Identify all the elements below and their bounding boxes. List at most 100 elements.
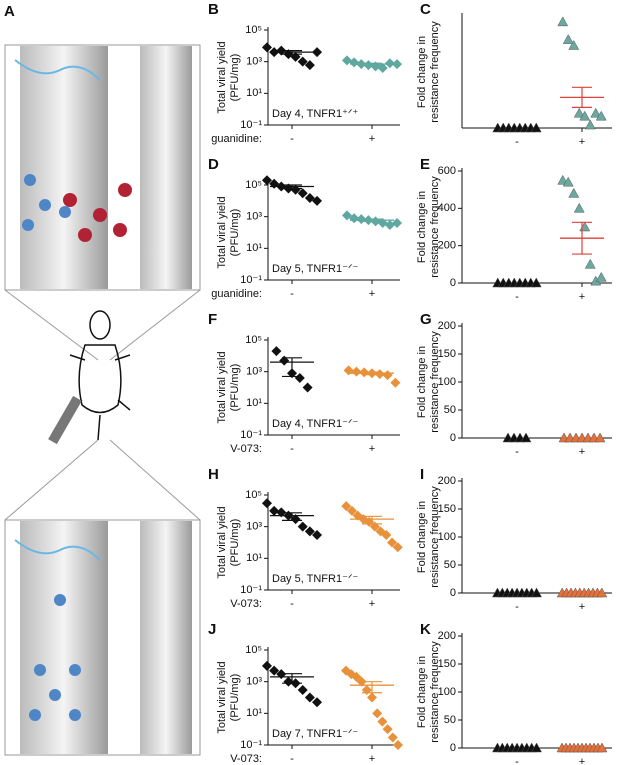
panel-label: B [208, 1, 219, 18]
data-point [341, 55, 352, 66]
x-tick-label: + [369, 443, 375, 455]
annotation: Day 7, TNFR1⁻ᐟ⁻ [272, 728, 359, 740]
panel-label: C [420, 1, 431, 18]
x-tick-label: + [579, 756, 585, 765]
y-tick-label: 100 [438, 686, 456, 698]
error-bar [362, 371, 382, 376]
annotation: Day 5, TNFR1⁻ᐟ⁻ [272, 263, 359, 275]
data-point [384, 219, 395, 230]
vessel [140, 521, 192, 754]
data-point [297, 521, 308, 532]
error-bar [282, 673, 302, 684]
error-bar [362, 218, 382, 223]
y-tick-label: 10⁵ [245, 334, 262, 346]
y-tick-label: 150 [438, 348, 456, 360]
data-point [595, 110, 607, 121]
x-tick-label: - [515, 136, 519, 148]
x-tick-label: - [290, 753, 294, 765]
data-point [392, 542, 403, 553]
data-point [279, 355, 290, 366]
y-axis-label: (PFU/mg) [229, 209, 241, 257]
x-tick-label: - [515, 756, 519, 765]
error-bar [362, 681, 382, 694]
data-point [302, 382, 313, 393]
error-bar [572, 221, 592, 255]
data-point [530, 277, 542, 288]
y-tick-label: 100 [438, 531, 456, 543]
y-tick-label: 10⁻¹ [240, 119, 262, 131]
y-tick-label: 150 [438, 503, 456, 515]
cells [29, 594, 81, 721]
data-point [312, 697, 323, 708]
data-point [573, 107, 585, 118]
panel-label: A [4, 3, 15, 20]
x-tick-label: + [579, 136, 585, 148]
error-bar [282, 357, 302, 378]
data-point [261, 42, 272, 53]
data-point [304, 526, 315, 537]
data-point [261, 498, 272, 509]
data-point [562, 176, 574, 187]
y-axis-label: resistance frequency [429, 176, 441, 278]
y-tick-label: 200 [438, 240, 456, 252]
data-point [579, 110, 591, 121]
panel-label: H [208, 466, 219, 483]
data-point [392, 217, 403, 228]
y-axis-label: resistance frequency [429, 331, 441, 433]
zoom-line [109, 289, 201, 361]
y-tick-label: 150 [438, 658, 456, 670]
y-tick-label: 0 [450, 432, 456, 444]
data-point [382, 370, 393, 381]
y-axis-label: Total viral yield [216, 351, 228, 423]
y-tick-label: 10¹ [246, 707, 262, 719]
y-tick-label: 10³ [246, 211, 262, 223]
data-point [382, 724, 393, 735]
x-tick-label: - [290, 288, 294, 300]
y-tick-label: 10⁻¹ [240, 584, 262, 596]
y-tick-label: 10³ [246, 366, 262, 378]
data-point [297, 684, 308, 695]
data-point [387, 537, 398, 548]
y-axis-label: (PFU/mg) [229, 674, 241, 722]
x-tick-label: - [290, 443, 294, 455]
y-tick-label: 200 [438, 475, 456, 487]
data-point [346, 505, 357, 516]
error-bar [282, 184, 302, 190]
vessel [20, 46, 108, 289]
rna [14, 539, 101, 561]
y-tick-label: 10⁵ [245, 179, 262, 191]
data-point [312, 529, 323, 540]
y-tick-label: 0 [450, 587, 456, 599]
y-axis-label: Fold change in [416, 501, 428, 573]
y-axis-label: (PFU/mg) [229, 54, 241, 102]
data-point [372, 708, 383, 719]
x-tick-label: - [515, 601, 519, 613]
x-tick-label: + [579, 601, 585, 613]
y-tick-label: 50 [444, 559, 456, 571]
data-point [557, 16, 569, 27]
y-axis-label: resistance frequency [429, 641, 441, 743]
y-tick-label: 600 [438, 165, 456, 177]
y-tick-label: 10¹ [246, 242, 262, 254]
data-point [530, 122, 542, 133]
annotation: Day 4, TNFR1⁻ᐟ⁻ [272, 418, 359, 430]
data-point [596, 742, 608, 753]
y-tick-label: 10⁵ [245, 644, 262, 656]
y-tick-label: 10⁻¹ [240, 739, 262, 751]
data-point [387, 732, 398, 743]
data-point [304, 692, 315, 703]
y-tick-label: 10⁵ [245, 489, 262, 501]
y-axis-label: (PFU/mg) [229, 364, 241, 412]
data-point [562, 34, 574, 44]
data-point [297, 188, 308, 199]
y-tick-label: 10⁻¹ [240, 274, 262, 286]
panel-label: J [208, 621, 216, 638]
y-tick-label: 50 [444, 714, 456, 726]
y-axis-label: Total viral yield [216, 41, 228, 113]
data-point [356, 676, 367, 687]
y-axis-label: resistance frequency [429, 486, 441, 588]
data-point [269, 665, 280, 676]
error-bar [362, 62, 382, 66]
